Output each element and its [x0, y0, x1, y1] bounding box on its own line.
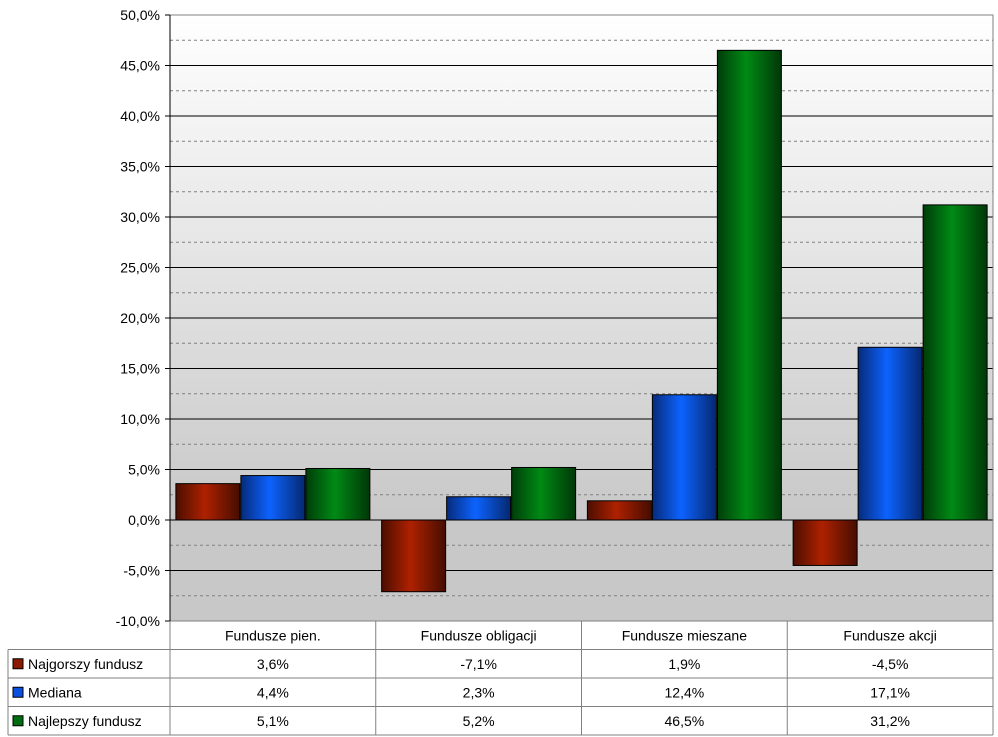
y-tick-label: 50,0%	[120, 7, 160, 23]
data-label: 1,9%	[668, 656, 700, 672]
y-tick-label: 40,0%	[120, 108, 160, 124]
y-tick-label: 35,0%	[120, 159, 160, 175]
legend-label: Najgorszy fundusz	[28, 656, 143, 672]
bar-najgorszy-fundusz-0	[175, 483, 241, 521]
legend-label: Najlepszy fundusz	[28, 713, 142, 729]
data-label: 3,6%	[257, 656, 289, 672]
bars	[175, 49, 988, 593]
data-table: Fundusze pien. Fundusze obligacji Fundusze…	[7, 621, 994, 736]
y-tick-label: 0,0%	[128, 512, 160, 528]
y-tick-label: -5,0%	[123, 563, 160, 579]
legend-swatch	[12, 715, 24, 727]
bar-mediana-0	[240, 475, 306, 521]
bar-najgorszy-fundusz-3	[792, 519, 858, 566]
category-label: Fundusze akcji	[843, 627, 936, 643]
legend-swatch	[12, 658, 24, 670]
legend-swatch	[12, 686, 24, 698]
bar-najgorszy-fundusz-1	[381, 519, 447, 593]
y-tick-label: 5,0%	[128, 462, 160, 478]
bar-najlepszy-fundusz-0	[305, 467, 371, 521]
legend-label: Mediana	[28, 684, 82, 700]
data-label: 4,4%	[257, 684, 289, 700]
y-tick-label: 25,0%	[120, 260, 160, 276]
bar-mediana-3	[857, 346, 923, 521]
data-label: 5,1%	[257, 713, 289, 729]
gridlines	[170, 39, 993, 597]
data-label: 46,5%	[665, 713, 705, 729]
y-tick-label: 10,0%	[120, 411, 160, 427]
y-tick-label: 30,0%	[120, 209, 160, 225]
y-tick-label: 15,0%	[120, 361, 160, 377]
data-label: 12,4%	[665, 684, 705, 700]
bar-mediana-1	[446, 496, 512, 521]
data-label: 2,3%	[463, 684, 495, 700]
bar-najlepszy-fundusz-2	[716, 49, 782, 521]
category-label: Fundusze mieszane	[622, 627, 748, 643]
data-label: 31,2%	[870, 713, 910, 729]
y-tick-label: -10,0%	[116, 613, 160, 629]
category-label: Fundusze pien.	[225, 627, 321, 643]
data-label: 5,2%	[463, 713, 495, 729]
y-tick-label: 45,0%	[120, 58, 160, 74]
y-tick-labels: -10,0% -5,0% 0,0% 5,0% 10,0% 15,0% 20,0% 25,0% 3…	[116, 7, 160, 629]
y-tick-label: 20,0%	[120, 310, 160, 326]
data-label: 17,1%	[870, 684, 910, 700]
bar-najlepszy-fundusz-3	[922, 204, 988, 521]
bar-mediana-2	[651, 394, 717, 521]
bar-najgorszy-fundusz-2	[586, 500, 652, 521]
bar-najlepszy-fundusz-1	[511, 466, 577, 521]
data-label: -4,5%	[872, 656, 909, 672]
category-label: Fundusze obligacji	[421, 627, 537, 643]
data-label: -7,1%	[460, 656, 497, 672]
